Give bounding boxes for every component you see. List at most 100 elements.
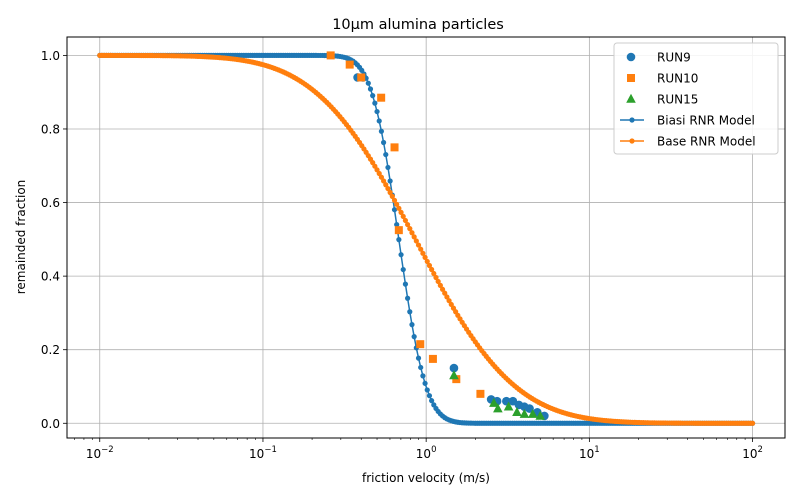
model-point [398, 209, 404, 215]
scatter-point [512, 407, 522, 417]
legend-marker [629, 138, 635, 144]
scatter-point [503, 401, 514, 411]
model-point [396, 237, 402, 243]
model-point [437, 282, 443, 288]
model-point [402, 217, 409, 224]
x-tick-label: 100 [416, 445, 437, 461]
y-tick-label: 0.0 [41, 417, 60, 431]
plot-layer [97, 51, 756, 426]
model-point [394, 221, 400, 228]
scatter-point [527, 408, 538, 418]
x-tick-label-base: 10 [742, 447, 757, 461]
legend-entry: RUN10 [627, 72, 698, 86]
model-point [378, 174, 385, 180]
model-point [420, 250, 426, 256]
model-point [385, 185, 391, 192]
model-point [422, 380, 428, 386]
x-tick-label-base: 10 [86, 447, 101, 461]
scatter-point [390, 143, 399, 152]
model-point [394, 201, 400, 207]
scatter-point [489, 397, 499, 407]
legend-label: RUN9 [657, 51, 691, 65]
scatter-point [357, 73, 366, 82]
scatter-point [535, 410, 546, 420]
legend-box [613, 42, 779, 155]
model-point [380, 178, 387, 184]
y-tick-label: 1.0 [41, 49, 60, 63]
chart-title: 10µm alumina particles [332, 17, 504, 33]
model-point [418, 246, 424, 252]
x-tick-label: 101 [579, 445, 600, 461]
model-point [420, 373, 426, 379]
model-point [413, 238, 419, 244]
model-point [380, 139, 387, 146]
model-point [383, 182, 389, 188]
x-axis-label: friction velocity (m/s) [362, 471, 490, 485]
x-tick-label-base: 10 [249, 447, 264, 461]
x-tick-label-base: 10 [416, 447, 431, 461]
model-point [444, 294, 450, 300]
model-point [426, 262, 433, 269]
model-point [389, 193, 395, 199]
y-tick-label: 0.4 [41, 270, 60, 284]
x-tick-label-base: 10 [579, 447, 594, 461]
model-series-1 [97, 52, 756, 426]
scatter-point [377, 93, 386, 102]
model-point [435, 278, 441, 285]
model-point [398, 252, 404, 258]
x-tick-label-exponent: 0 [431, 445, 436, 455]
model-point [415, 242, 422, 248]
model-point [378, 128, 385, 134]
x-tick-label-exponent: −2 [101, 445, 114, 455]
scatter-point [326, 51, 335, 60]
x-tick-label-exponent: 1 [594, 445, 599, 455]
model-point [407, 309, 413, 315]
scatter-point [519, 408, 530, 418]
model-point [418, 364, 424, 371]
model-point [370, 93, 376, 99]
x-tick-label: 10−1 [249, 445, 277, 461]
y-tick-label: 0.8 [41, 122, 60, 136]
model-point [422, 254, 428, 260]
model-point [405, 295, 411, 301]
scatter-point [449, 370, 459, 380]
legend-label: RUN15 [657, 93, 698, 107]
x-tick-label: 102 [742, 445, 763, 461]
scatter-point [345, 60, 354, 69]
model-point [402, 281, 409, 287]
y-tick-label: 0.2 [41, 343, 60, 357]
model-point [429, 398, 435, 404]
y-tick-label: 0.6 [41, 196, 60, 210]
model-point [424, 387, 430, 393]
model-point [429, 266, 435, 273]
model-point [400, 266, 406, 273]
scatter-series-0 [353, 73, 549, 421]
model-point [439, 286, 446, 292]
legend-label: Biasi RNR Model [657, 114, 755, 128]
model-point [411, 234, 417, 240]
model-point [409, 230, 415, 236]
legend-marker [629, 117, 635, 123]
model-point [391, 197, 398, 203]
model-point [407, 226, 413, 232]
legend-entry: RUN9 [626, 51, 691, 65]
model-point [376, 118, 382, 124]
scatter-point [416, 340, 425, 349]
model-point [411, 334, 417, 340]
y-axis-label: remainded fraction [14, 180, 28, 295]
model-point [385, 164, 391, 171]
model-point [387, 189, 393, 196]
scatter-point [493, 403, 503, 413]
model-point [387, 178, 393, 184]
scatter-point [428, 354, 437, 363]
legend-label: RUN10 [657, 72, 698, 86]
legend-label: Base RNR Model [657, 135, 756, 149]
legend: RUN9 RUN10 RUN15 Biasi RNR Model Base RNR Mo… [613, 42, 779, 155]
model-point [415, 355, 422, 361]
legend-marker [627, 74, 635, 82]
model-point [396, 205, 402, 211]
model-point [749, 420, 756, 426]
model-point [367, 86, 374, 92]
scatter-point [394, 226, 403, 235]
